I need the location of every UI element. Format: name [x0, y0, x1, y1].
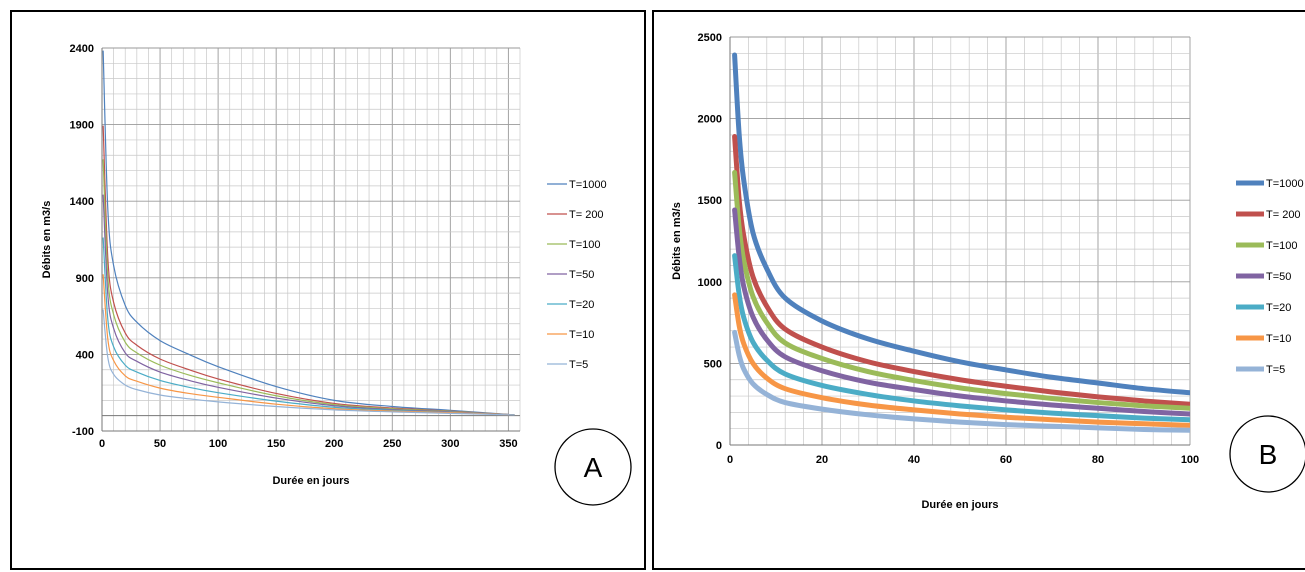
chart-b-y-axis-title: Débits en m3/s [671, 202, 683, 280]
chart-a-legend-label: T=10 [569, 329, 594, 341]
chart-b-series-line [732, 52, 1190, 396]
chart-b-x-tick-label: 100 [1181, 454, 1199, 466]
chart-a-y-tick-label: -100 [72, 426, 94, 438]
chart-b-y-tick-label: 2000 [698, 114, 722, 126]
chart-a-series-line [102, 309, 515, 416]
chart-a-x-tick-label: 300 [441, 438, 459, 450]
chart-b-y-tick-label: 1000 [698, 277, 722, 289]
chart-a-series-line [102, 274, 515, 416]
chart-a-x-tick-label: 250 [383, 438, 401, 450]
chart-b-legend-label: T= 200 [1266, 209, 1301, 221]
chart-panel-a: 0 50 100 150 200 250 300 350 -100 400 900 1400 1900 2… [10, 10, 646, 570]
chart-b-y-tick-label: 0 [716, 440, 722, 452]
chart-a-legend-label: T=1000 [569, 179, 607, 191]
chart-b-x-tick-label: 80 [1092, 454, 1104, 466]
chart-a-x-tick-label: 200 [325, 438, 343, 450]
chart-a-legend-label: T=50 [569, 269, 594, 281]
chart-a-x-tick-label: 50 [154, 438, 166, 450]
chart-b-y-tick-label: 1500 [698, 195, 722, 207]
chart-b-series-line [732, 253, 1190, 423]
chart-b-series-line [732, 207, 1190, 417]
chart-a-badge-circle [554, 428, 632, 506]
chart-b-legend-label: T=100 [1266, 240, 1298, 252]
chart-a-legend-label: T= 200 [569, 209, 604, 221]
chart-b-x-tick-label: 40 [908, 454, 920, 466]
chart-a-legend-label: T=5 [569, 359, 588, 371]
chart-b-series-line [732, 169, 1190, 411]
chart-a-series-line [102, 159, 515, 416]
chart-a-series-line [102, 50, 515, 416]
chart-b-x-tick-label: 60 [1000, 454, 1012, 466]
chart-a-series-line [102, 125, 515, 416]
chart-b-x-axis-title: Durée en jours [921, 499, 998, 511]
chart-b-x-tick-label: 0 [727, 454, 733, 466]
chart-b-series-line [732, 134, 1190, 407]
chart-a-series-line [102, 194, 515, 416]
chart-a-y-tick-label: 1900 [70, 120, 94, 132]
chart-a-x-tick-label: 350 [499, 438, 517, 450]
chart-a-y-tick-label: 1400 [70, 196, 94, 208]
chart-b-legend-label: T=50 [1266, 271, 1291, 283]
chart-a-y-tick-label: 2400 [70, 43, 94, 55]
chart-a-x-axis-title: Durée en jours [272, 475, 349, 487]
chart-a-x-tick-label: 150 [267, 438, 285, 450]
chart-b-badge-circle [1229, 415, 1305, 493]
chart-b-legend-label: T=1000 [1266, 178, 1304, 190]
chart-a-svg: 0 50 100 150 200 250 300 350 -100 400 900 1400 1900 2… [41, 43, 632, 506]
chart-b-y-tick-label: 2500 [698, 32, 722, 44]
chart-b-x-tick-label: 20 [816, 454, 828, 466]
chart-b-series-line [732, 292, 1190, 428]
chart-a-y-tick-label: 400 [76, 349, 94, 361]
chart-b-y-tick-label: 500 [704, 358, 722, 370]
chart-a-legend-label: T=100 [569, 239, 601, 251]
chart-a-legend-label: T=20 [569, 299, 594, 311]
chart-b-series-line [732, 329, 1190, 433]
chart-b-legend-label: T=5 [1266, 364, 1285, 376]
chart-b-badge-label: B [1259, 439, 1278, 470]
chart-panel-b: 0 20 40 60 80 100 0 500 1000 1500 2000 2500 Durée en… [652, 10, 1305, 570]
chart-a-x-tick-label: 100 [209, 438, 227, 450]
chart-a-x-tick-label: 0 [99, 438, 105, 450]
chart-a-series-line [102, 237, 515, 416]
chart-a-y-tick-label: 900 [76, 273, 94, 285]
chart-a-y-axis-title: Débits en m3/s [41, 201, 53, 279]
chart-a-badge-label: A [584, 452, 603, 483]
chart-b-legend-label: T=10 [1266, 333, 1291, 345]
chart-b-legend-label: T=20 [1266, 302, 1291, 314]
